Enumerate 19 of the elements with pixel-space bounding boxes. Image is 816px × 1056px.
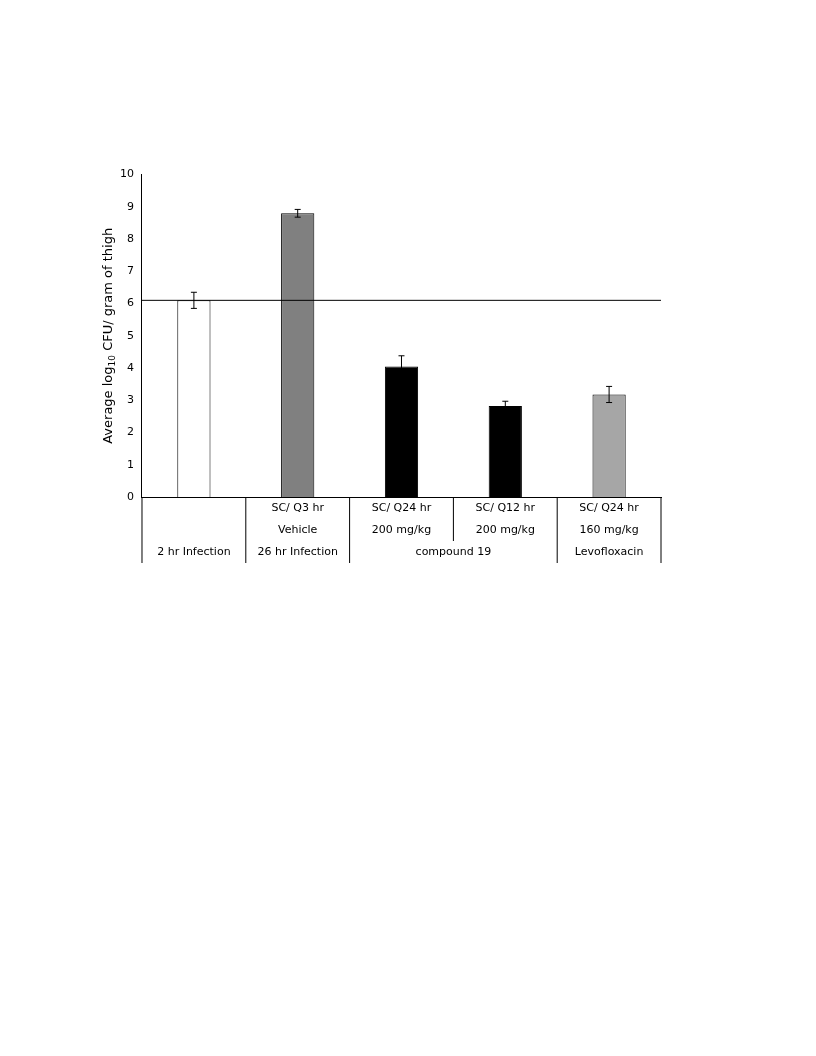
y-tick-label: 6: [127, 296, 134, 310]
y-tick-label: 9: [127, 199, 134, 213]
x-tick-label: SC/ Q24 hr 160 mg/kg: [579, 500, 640, 536]
y-tick-label: 10: [120, 167, 134, 181]
y-tick-label: 0: [127, 489, 134, 503]
y-tick-label: 2: [127, 425, 134, 439]
y-tick-label: 8: [127, 231, 134, 245]
y-tick-label: 1: [127, 457, 134, 471]
x-tick-label: SC/ Q12 hr 200 mg/kg: [475, 500, 536, 536]
y-tick-label: 4: [127, 360, 134, 374]
y-tick-label: 3: [127, 393, 134, 407]
y-axis-title: Average log10 CFU/ gram of thigh: [100, 227, 118, 444]
x-tick-label: SC/ Q3 hr Vehicle: [271, 500, 325, 536]
text: Levofloxacin: [574, 544, 644, 558]
text: compound 19: [415, 544, 492, 558]
text: 26 hr Infection: [257, 544, 338, 558]
y-tick-label: 5: [127, 328, 134, 342]
y-tick-label: 7: [127, 264, 134, 278]
text: 2 hr Infection: [157, 544, 231, 558]
